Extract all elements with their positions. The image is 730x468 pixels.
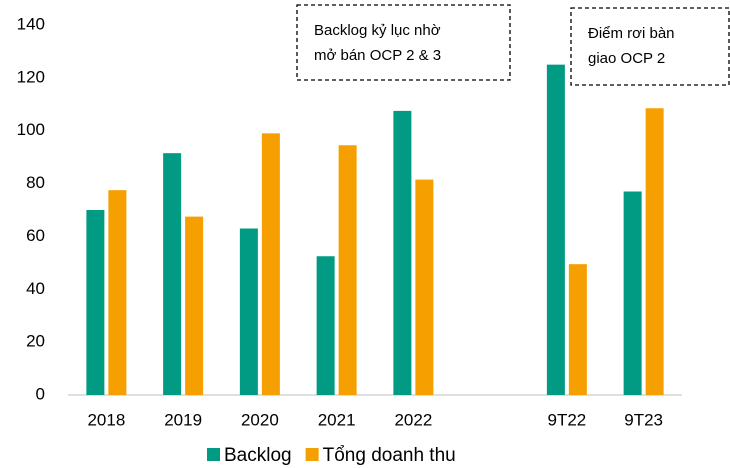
legend-swatch <box>207 448 220 461</box>
y-tick-label: 0 <box>36 384 45 403</box>
y-tick-label: 140 <box>17 14 45 33</box>
bar <box>546 64 565 396</box>
bar <box>623 191 642 395</box>
y-tick-label: 100 <box>17 120 45 139</box>
legend-label: Backlog <box>224 445 292 466</box>
legend-label: Tổng doanh thu <box>323 445 456 466</box>
bar <box>108 190 127 395</box>
x-tick-label: 9T23 <box>624 410 663 429</box>
bar <box>86 210 105 395</box>
y-tick-label: 80 <box>26 173 45 192</box>
annotation-text: giao OCP 2 <box>588 50 665 67</box>
y-tick-label: 40 <box>26 279 45 298</box>
bar <box>645 108 664 395</box>
bar <box>185 216 204 395</box>
x-tick-label: 2019 <box>164 410 202 429</box>
bar <box>568 264 587 395</box>
bar <box>316 256 335 395</box>
annotation-box <box>570 7 730 86</box>
y-tick-label: 60 <box>26 226 45 245</box>
x-tick-label: 2020 <box>241 410 279 429</box>
bar <box>338 145 357 395</box>
annotation-text: mở bán OCP 2 & 3 <box>314 47 441 64</box>
y-tick-label: 120 <box>17 67 45 86</box>
x-tick-label: 9T22 <box>548 410 587 429</box>
x-tick-label: 2018 <box>87 410 125 429</box>
x-tick-label: 2022 <box>394 410 432 429</box>
annotation-box <box>296 4 511 81</box>
y-tick-label: 20 <box>26 332 45 351</box>
bar <box>261 133 280 395</box>
legend-swatch <box>305 448 319 461</box>
bar <box>393 110 412 396</box>
annotation-text: Backlog kỷ lục nhờ <box>314 22 441 39</box>
bar <box>163 153 182 395</box>
x-tick-label: 2021 <box>318 410 356 429</box>
bar <box>415 179 434 395</box>
bar <box>239 228 258 395</box>
annotation-text: Điểm rơi bàn <box>588 25 675 42</box>
